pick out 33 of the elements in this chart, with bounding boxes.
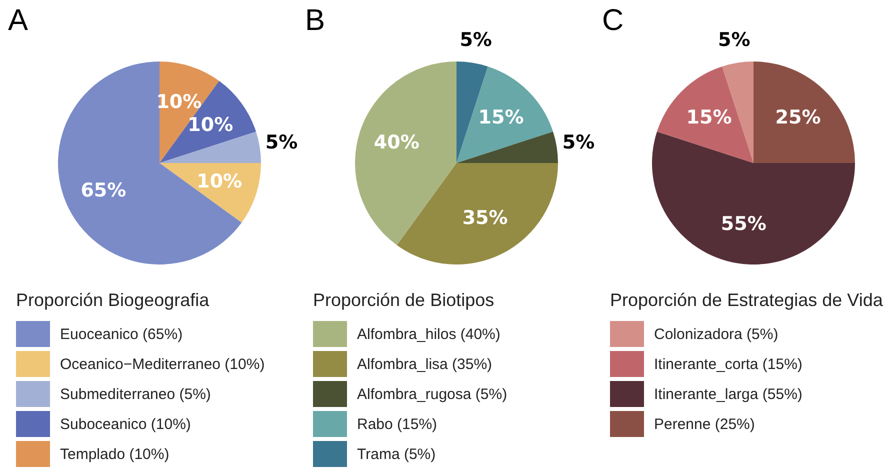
- data-label: 55%: [720, 213, 766, 236]
- chart-title: A: [8, 4, 28, 38]
- data-label: 40%: [374, 131, 420, 154]
- legend-label: Alfombra_lisa (35%): [357, 356, 492, 372]
- data-label: 10%: [188, 114, 234, 136]
- legend-label: Itinerante_corta (15%): [654, 356, 802, 372]
- data-label: 35%: [462, 207, 508, 230]
- data-label: 10%: [196, 170, 242, 192]
- data-label: 15%: [478, 106, 524, 128]
- chart-title: B: [305, 4, 326, 38]
- legend-label: Alfombra_hilos (40%): [357, 326, 500, 342]
- legend-label: Rabo (15%): [357, 416, 438, 432]
- legend-label: Trama (5%): [357, 446, 436, 462]
- legend-label: Oceanico−Mediterraneo (10%): [60, 356, 265, 372]
- legend-label: Suboceanico (10%): [60, 416, 191, 432]
- data-label: 25%: [775, 106, 821, 128]
- data-label: 15%: [686, 106, 732, 128]
- data-label: 65%: [80, 180, 126, 202]
- data-label: 5%: [718, 28, 750, 51]
- legend-title: Proporción de Estrategias de Vida: [610, 290, 883, 311]
- legend-label: Euoceanico (65%): [60, 326, 183, 342]
- data-label: 5%: [562, 132, 595, 154]
- data-label: 5%: [460, 28, 492, 51]
- legend-title: Proporción Biogeografia: [16, 290, 210, 311]
- chart-title: C: [602, 4, 624, 38]
- legend-label: Submediterraneo (5%): [60, 386, 211, 402]
- legend-label: Alfombra_rugosa (5%): [357, 386, 508, 402]
- data-label: 5%: [265, 132, 298, 154]
- legend-label: Perenne (25%): [654, 416, 755, 432]
- legend-title: Proporción de Biotipos: [313, 290, 496, 311]
- legend-label: Colonizadora (5%): [654, 326, 778, 342]
- legend-label: Itinerante_larga (55%): [654, 386, 802, 402]
- legend-label: Templado (10%): [60, 446, 170, 462]
